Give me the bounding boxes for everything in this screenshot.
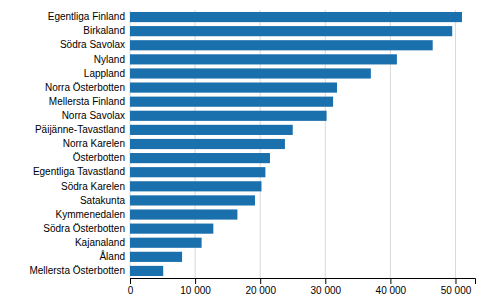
y-tick-label: Mellersta Finland bbox=[49, 96, 125, 107]
grid bbox=[130, 10, 455, 278]
x-tick: 20 000 bbox=[245, 278, 276, 296]
y-tick: Mellersta Finland bbox=[49, 96, 125, 107]
y-tick: Birkaland bbox=[83, 25, 125, 36]
bar bbox=[130, 153, 270, 163]
x-tick: 40 000 bbox=[376, 278, 407, 296]
y-tick: Egentliga Tavastland bbox=[33, 166, 125, 177]
y-tick: Satakunta bbox=[80, 195, 125, 206]
y-tick-label: Kymmenedalen bbox=[56, 209, 125, 220]
y-tick-label: Norra Österbotten bbox=[45, 82, 125, 93]
bar bbox=[130, 139, 285, 149]
y-tick: Åland bbox=[99, 250, 125, 262]
y-tick-label: Mellersta Österbotten bbox=[29, 265, 125, 276]
y-tick-label: Egentliga Finland bbox=[48, 11, 125, 22]
bar bbox=[130, 40, 433, 50]
x-tick-label: 0 bbox=[128, 285, 134, 296]
bar bbox=[130, 97, 333, 107]
y-tick: Mellersta Österbotten bbox=[29, 265, 125, 276]
x-axis-line bbox=[131, 279, 476, 285]
y-tick: Södra Österbotten bbox=[43, 223, 125, 234]
x-axis: 0 10 000 20 000 30 000 40 000 50 000 bbox=[128, 278, 476, 296]
y-tick: Egentliga Finland bbox=[48, 11, 125, 22]
x-tick-label: 20 000 bbox=[245, 285, 276, 296]
x-tick: 50 000 bbox=[441, 278, 472, 296]
x-tick-mark bbox=[260, 278, 261, 284]
y-tick-label: Österbotten bbox=[73, 152, 125, 163]
bar bbox=[130, 26, 452, 36]
y-tick: Norra Österbotten bbox=[45, 82, 125, 93]
chart: 0 10 000 20 000 30 000 40 000 50 000 Mellersta… bbox=[0, 0, 491, 302]
y-tick-label: Åland bbox=[99, 250, 125, 262]
x-tick-label: 40 000 bbox=[376, 285, 407, 296]
plot: 0 10 000 20 000 30 000 40 000 50 000 Mellersta… bbox=[29, 10, 475, 296]
y-tick-label: Birkaland bbox=[83, 25, 125, 36]
y-tick: Kajanaland bbox=[75, 237, 125, 248]
x-tick-mark bbox=[195, 278, 196, 284]
x-tick-mark bbox=[455, 278, 456, 284]
bar bbox=[130, 266, 163, 276]
bar bbox=[130, 125, 293, 135]
x-tick-label: 10 000 bbox=[180, 285, 211, 296]
y-tick-label: Norra Karelen bbox=[63, 138, 125, 149]
bar bbox=[130, 224, 213, 234]
bar bbox=[130, 167, 265, 177]
y-tick-label: Päijänne-Tavastland bbox=[35, 124, 125, 135]
y-tick: Päijänne-Tavastland bbox=[35, 124, 125, 135]
bar bbox=[130, 68, 371, 78]
y-tick: Södra Karelen bbox=[61, 181, 125, 192]
y-tick: Nyland bbox=[94, 54, 125, 65]
bar bbox=[130, 181, 261, 191]
bar bbox=[130, 238, 202, 248]
y-tick-label: Norra Savolax bbox=[62, 110, 125, 121]
x-tick-mark bbox=[325, 278, 326, 284]
x-tick-label: 30 000 bbox=[310, 285, 341, 296]
x-tick: 30 000 bbox=[310, 278, 341, 296]
y-tick-label: Södra Karelen bbox=[61, 181, 125, 192]
y-axis: Mellersta Österbotten Åland Kajanaland Södr… bbox=[29, 11, 125, 276]
x-tick: 10 000 bbox=[180, 278, 211, 296]
bar bbox=[130, 83, 337, 93]
y-tick-label: Södra Österbotten bbox=[43, 223, 125, 234]
y-tick: Norra Savolax bbox=[62, 110, 125, 121]
x-tick: 0 bbox=[128, 278, 134, 296]
bar bbox=[130, 12, 462, 22]
grid-line bbox=[455, 10, 456, 278]
bar bbox=[130, 111, 327, 121]
x-tick-mark bbox=[130, 278, 131, 284]
y-tick: Österbotten bbox=[73, 152, 125, 163]
y-tick-label: Lappland bbox=[84, 68, 125, 79]
bar bbox=[130, 54, 397, 64]
y-tick-label: Kajanaland bbox=[75, 237, 125, 248]
bar bbox=[130, 195, 255, 205]
y-tick-label: Nyland bbox=[94, 54, 125, 65]
y-tick: Lappland bbox=[84, 68, 125, 79]
bar bbox=[130, 209, 237, 219]
y-tick: Kymmenedalen bbox=[56, 209, 125, 220]
y-tick-label: Satakunta bbox=[80, 195, 125, 206]
y-tick-label: Egentliga Tavastland bbox=[33, 166, 125, 177]
y-tick: Södra Savolax bbox=[60, 39, 125, 50]
x-tick-label: 50 000 bbox=[441, 285, 472, 296]
x-tick-mark bbox=[390, 278, 391, 284]
bar bbox=[130, 252, 182, 262]
bars bbox=[130, 12, 462, 276]
y-tick: Norra Karelen bbox=[63, 138, 125, 149]
y-tick-label: Södra Savolax bbox=[60, 39, 125, 50]
